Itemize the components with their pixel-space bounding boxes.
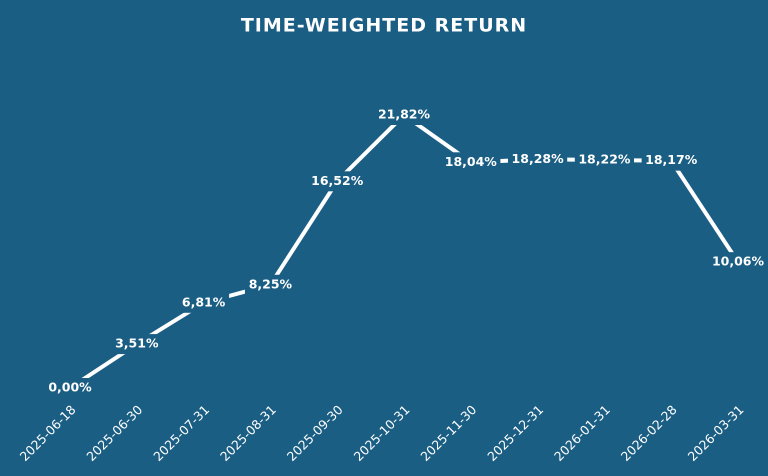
label-gap: [244, 274, 296, 295]
label-gap: [441, 152, 501, 173]
label-gap: [708, 252, 768, 273]
data-label: 21,82%: [378, 107, 431, 122]
data-label: 16,52%: [311, 173, 364, 188]
label-gap: [641, 150, 701, 171]
label-gap: [307, 171, 367, 192]
data-label: 18,04%: [445, 154, 498, 169]
data-label: 18,17%: [645, 152, 698, 167]
data-label: 8,25%: [249, 276, 293, 291]
data-label: 10,06%: [712, 254, 765, 269]
data-label: 18,28%: [512, 151, 565, 166]
data-label: 18,22%: [578, 152, 631, 167]
label-gap: [44, 378, 96, 398]
data-label: 6,81%: [182, 294, 226, 309]
label-gap: [508, 149, 568, 170]
label-gap: [374, 105, 434, 125]
label-gap: [111, 334, 163, 355]
data-label: 0,00%: [48, 380, 92, 395]
label-gap: [574, 150, 634, 171]
chart-title: TIME-WEIGHTED RETURN: [241, 15, 527, 37]
data-label: 3,51%: [115, 336, 159, 351]
label-gap: [178, 292, 230, 313]
